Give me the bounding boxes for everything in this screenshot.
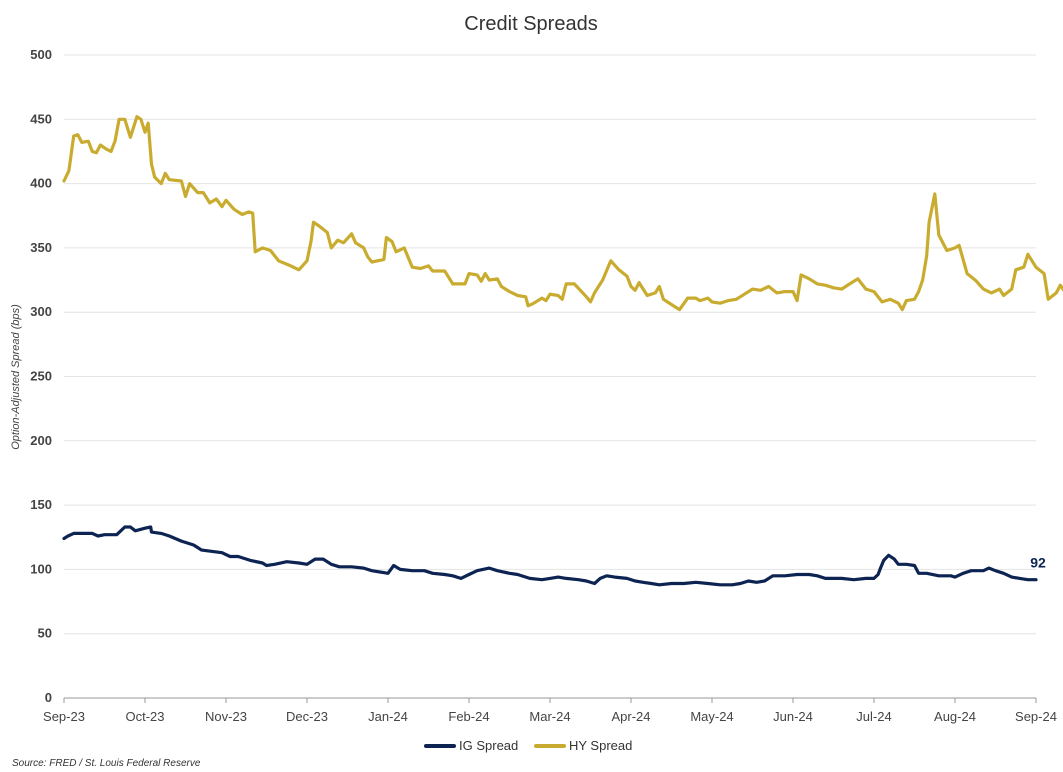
y-axis: 0 50 100 150 200 250 300 350 400 450 500 xyxy=(30,47,52,705)
x-tick-label: Jun-24 xyxy=(773,709,813,724)
ig-spread-end-label: 92 xyxy=(1030,555,1046,571)
legend-label: IG Spread xyxy=(459,738,518,753)
hy-spread-line xyxy=(62,115,1063,312)
x-tick-label: Oct-23 xyxy=(125,709,164,724)
y-tick-label: 100 xyxy=(30,561,52,576)
y-tick-label: 150 xyxy=(30,497,52,512)
y-tick-label: 300 xyxy=(30,304,52,319)
y-tick-label: 350 xyxy=(30,240,52,255)
series-lines: 92303 xyxy=(62,115,1063,587)
x-tick-label: May-24 xyxy=(690,709,733,724)
legend-label: HY Spread xyxy=(569,738,632,753)
chart-title: Credit Spreads xyxy=(464,13,597,35)
x-tick-label: Apr-24 xyxy=(611,709,650,724)
x-tick-label: Sep-23 xyxy=(43,709,85,724)
y-tick-label: 200 xyxy=(30,433,52,448)
y-tick-label: 250 xyxy=(30,369,52,384)
x-tick-label: Feb-24 xyxy=(448,709,489,724)
x-tick-label: Nov-23 xyxy=(205,709,247,724)
gridlines xyxy=(64,54,1036,635)
y-tick-label: 450 xyxy=(30,111,52,126)
x-tick-label: Dec-23 xyxy=(286,709,328,724)
x-tick-label: Sep-24 xyxy=(1015,709,1057,724)
source-note: Source: FRED / St. Louis Federal Reserve xyxy=(12,758,201,769)
x-tick-label: Jul-24 xyxy=(856,709,891,724)
y-tick-label: 0 xyxy=(45,690,52,705)
x-tick-label: Mar-24 xyxy=(529,709,570,724)
x-tick-label: Aug-24 xyxy=(934,709,976,724)
y-axis-label: Option-Adjusted Spread (bps) xyxy=(10,304,22,450)
y-tick-label: 400 xyxy=(30,176,52,191)
legend-item-ig-spread: IG Spread xyxy=(424,738,518,753)
y-tick-label: 50 xyxy=(38,626,52,641)
y-tick-label: 500 xyxy=(30,47,52,62)
x-tick-label: Jan-24 xyxy=(368,709,408,724)
x-axis: Sep-23 Oct-23 Nov-23 Dec-23 Jan-24 Feb-24 Mar-… xyxy=(43,697,1057,724)
ig-spread-line xyxy=(62,525,1038,587)
legend-item-hy-spread: HY Spread xyxy=(534,738,632,753)
legend: IG Spread HY Spread xyxy=(424,738,632,753)
